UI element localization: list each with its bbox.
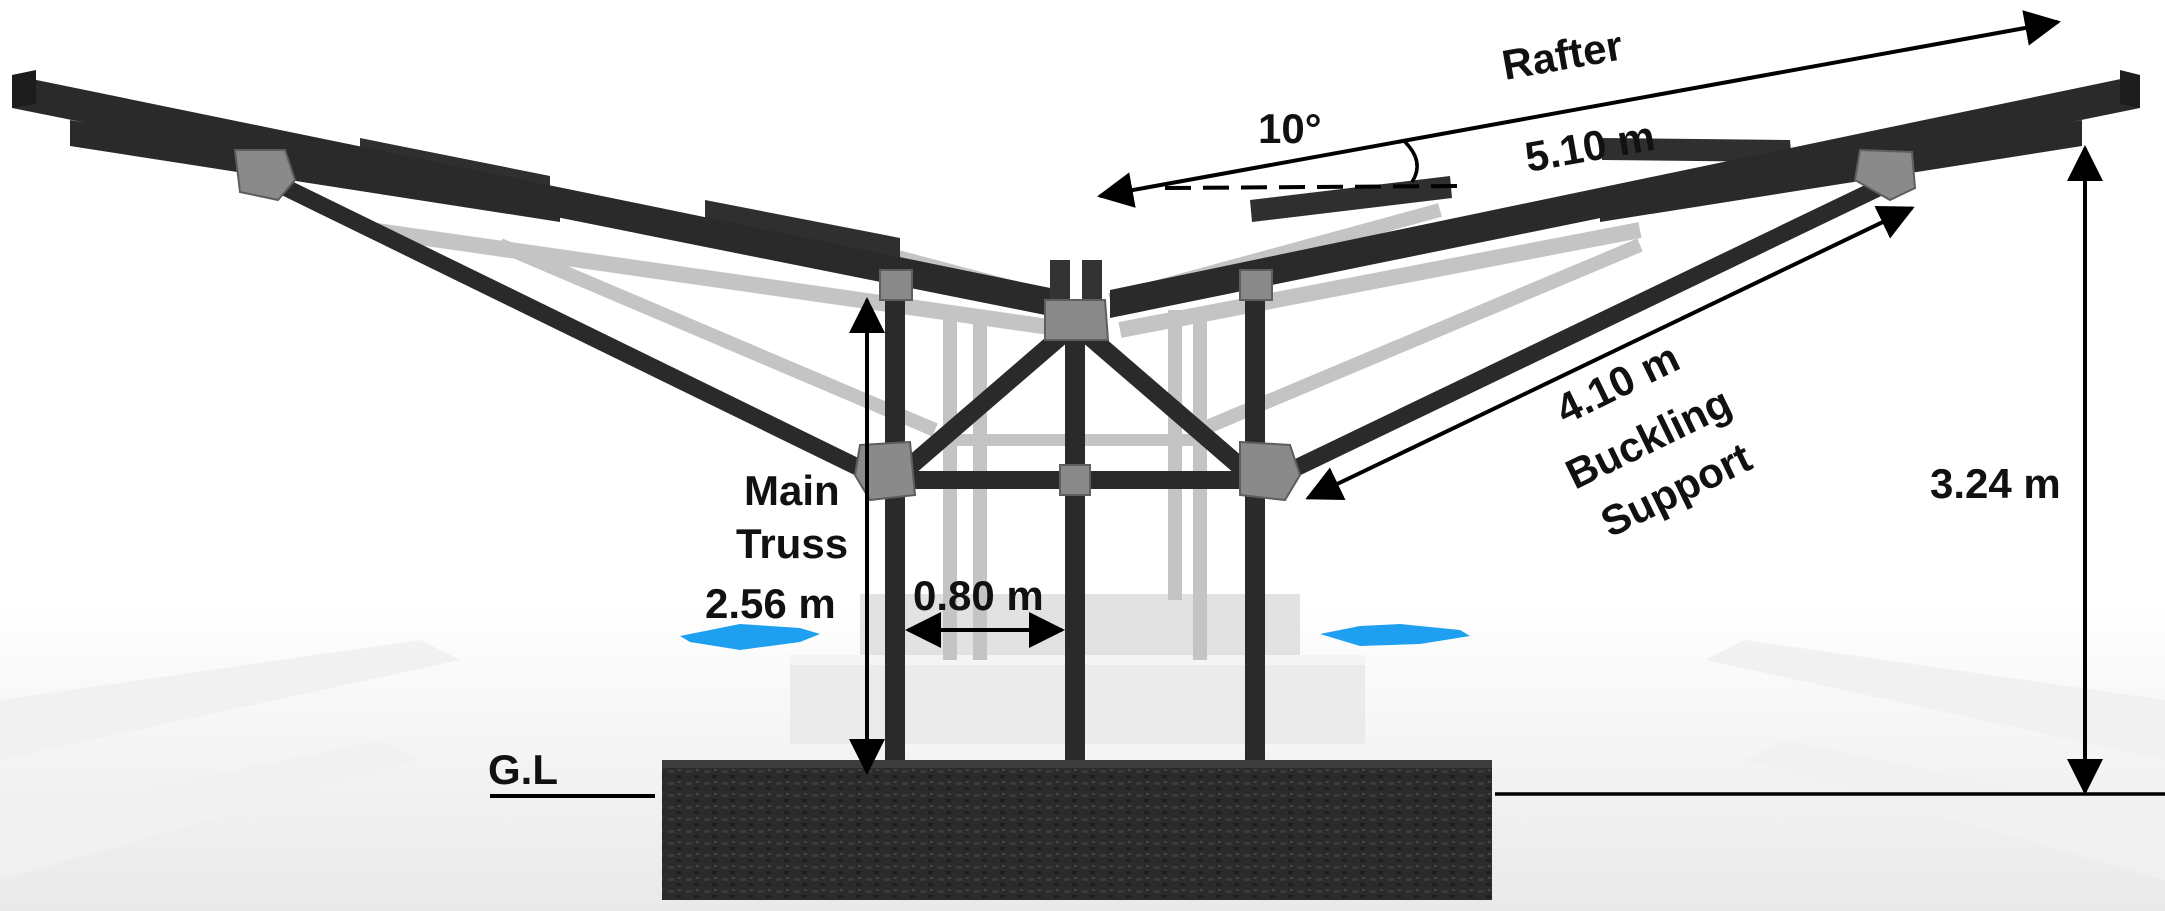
rafter-cap-left xyxy=(12,70,36,108)
rafter-cap-right xyxy=(2120,70,2140,108)
rafter-beams xyxy=(12,70,2140,318)
rafter-length-label: 5.10 m xyxy=(1521,112,1658,181)
column-height-label: 2.56 m xyxy=(705,580,836,627)
right-blue-arrow xyxy=(1320,624,1470,646)
angle-arc xyxy=(1403,140,1419,183)
main-truss xyxy=(885,285,1265,780)
foundation-block xyxy=(662,760,1492,900)
joint-center-mid xyxy=(1059,464,1091,496)
joint-apex xyxy=(1044,299,1110,341)
truss-diagonal-right xyxy=(1076,323,1256,482)
left-rafter-lower xyxy=(70,120,560,222)
joint-right-mid xyxy=(1239,440,1302,502)
joint-left-mid xyxy=(853,440,917,502)
horizontal-reference-dashed xyxy=(1164,184,1461,190)
main-truss-label-line1: Main xyxy=(744,467,840,514)
rafter-label: Rafter xyxy=(1498,22,1626,89)
left-blue-arrow xyxy=(680,624,820,650)
height-total-label: 3.24 m xyxy=(1930,460,2061,507)
angle-label: 10° xyxy=(1258,105,1322,152)
joint-right-top xyxy=(1239,269,1273,301)
apex-uprights xyxy=(1050,260,1102,306)
left-buckling-support xyxy=(266,172,884,486)
blue-arrows xyxy=(680,624,1470,650)
main-truss-label-line2: Truss xyxy=(736,520,848,567)
joint-left-top xyxy=(879,269,913,301)
buckling-dimension-arrow xyxy=(1305,206,1915,500)
joint-left-end xyxy=(233,149,297,202)
ground-level-label: G.L xyxy=(488,746,558,793)
dimension-lines xyxy=(490,10,2165,798)
rafter-dimension-arrow xyxy=(1097,10,2061,208)
truss-diagonal-left xyxy=(894,323,1074,482)
column-spacing-label: 0.80 m xyxy=(913,572,1044,619)
